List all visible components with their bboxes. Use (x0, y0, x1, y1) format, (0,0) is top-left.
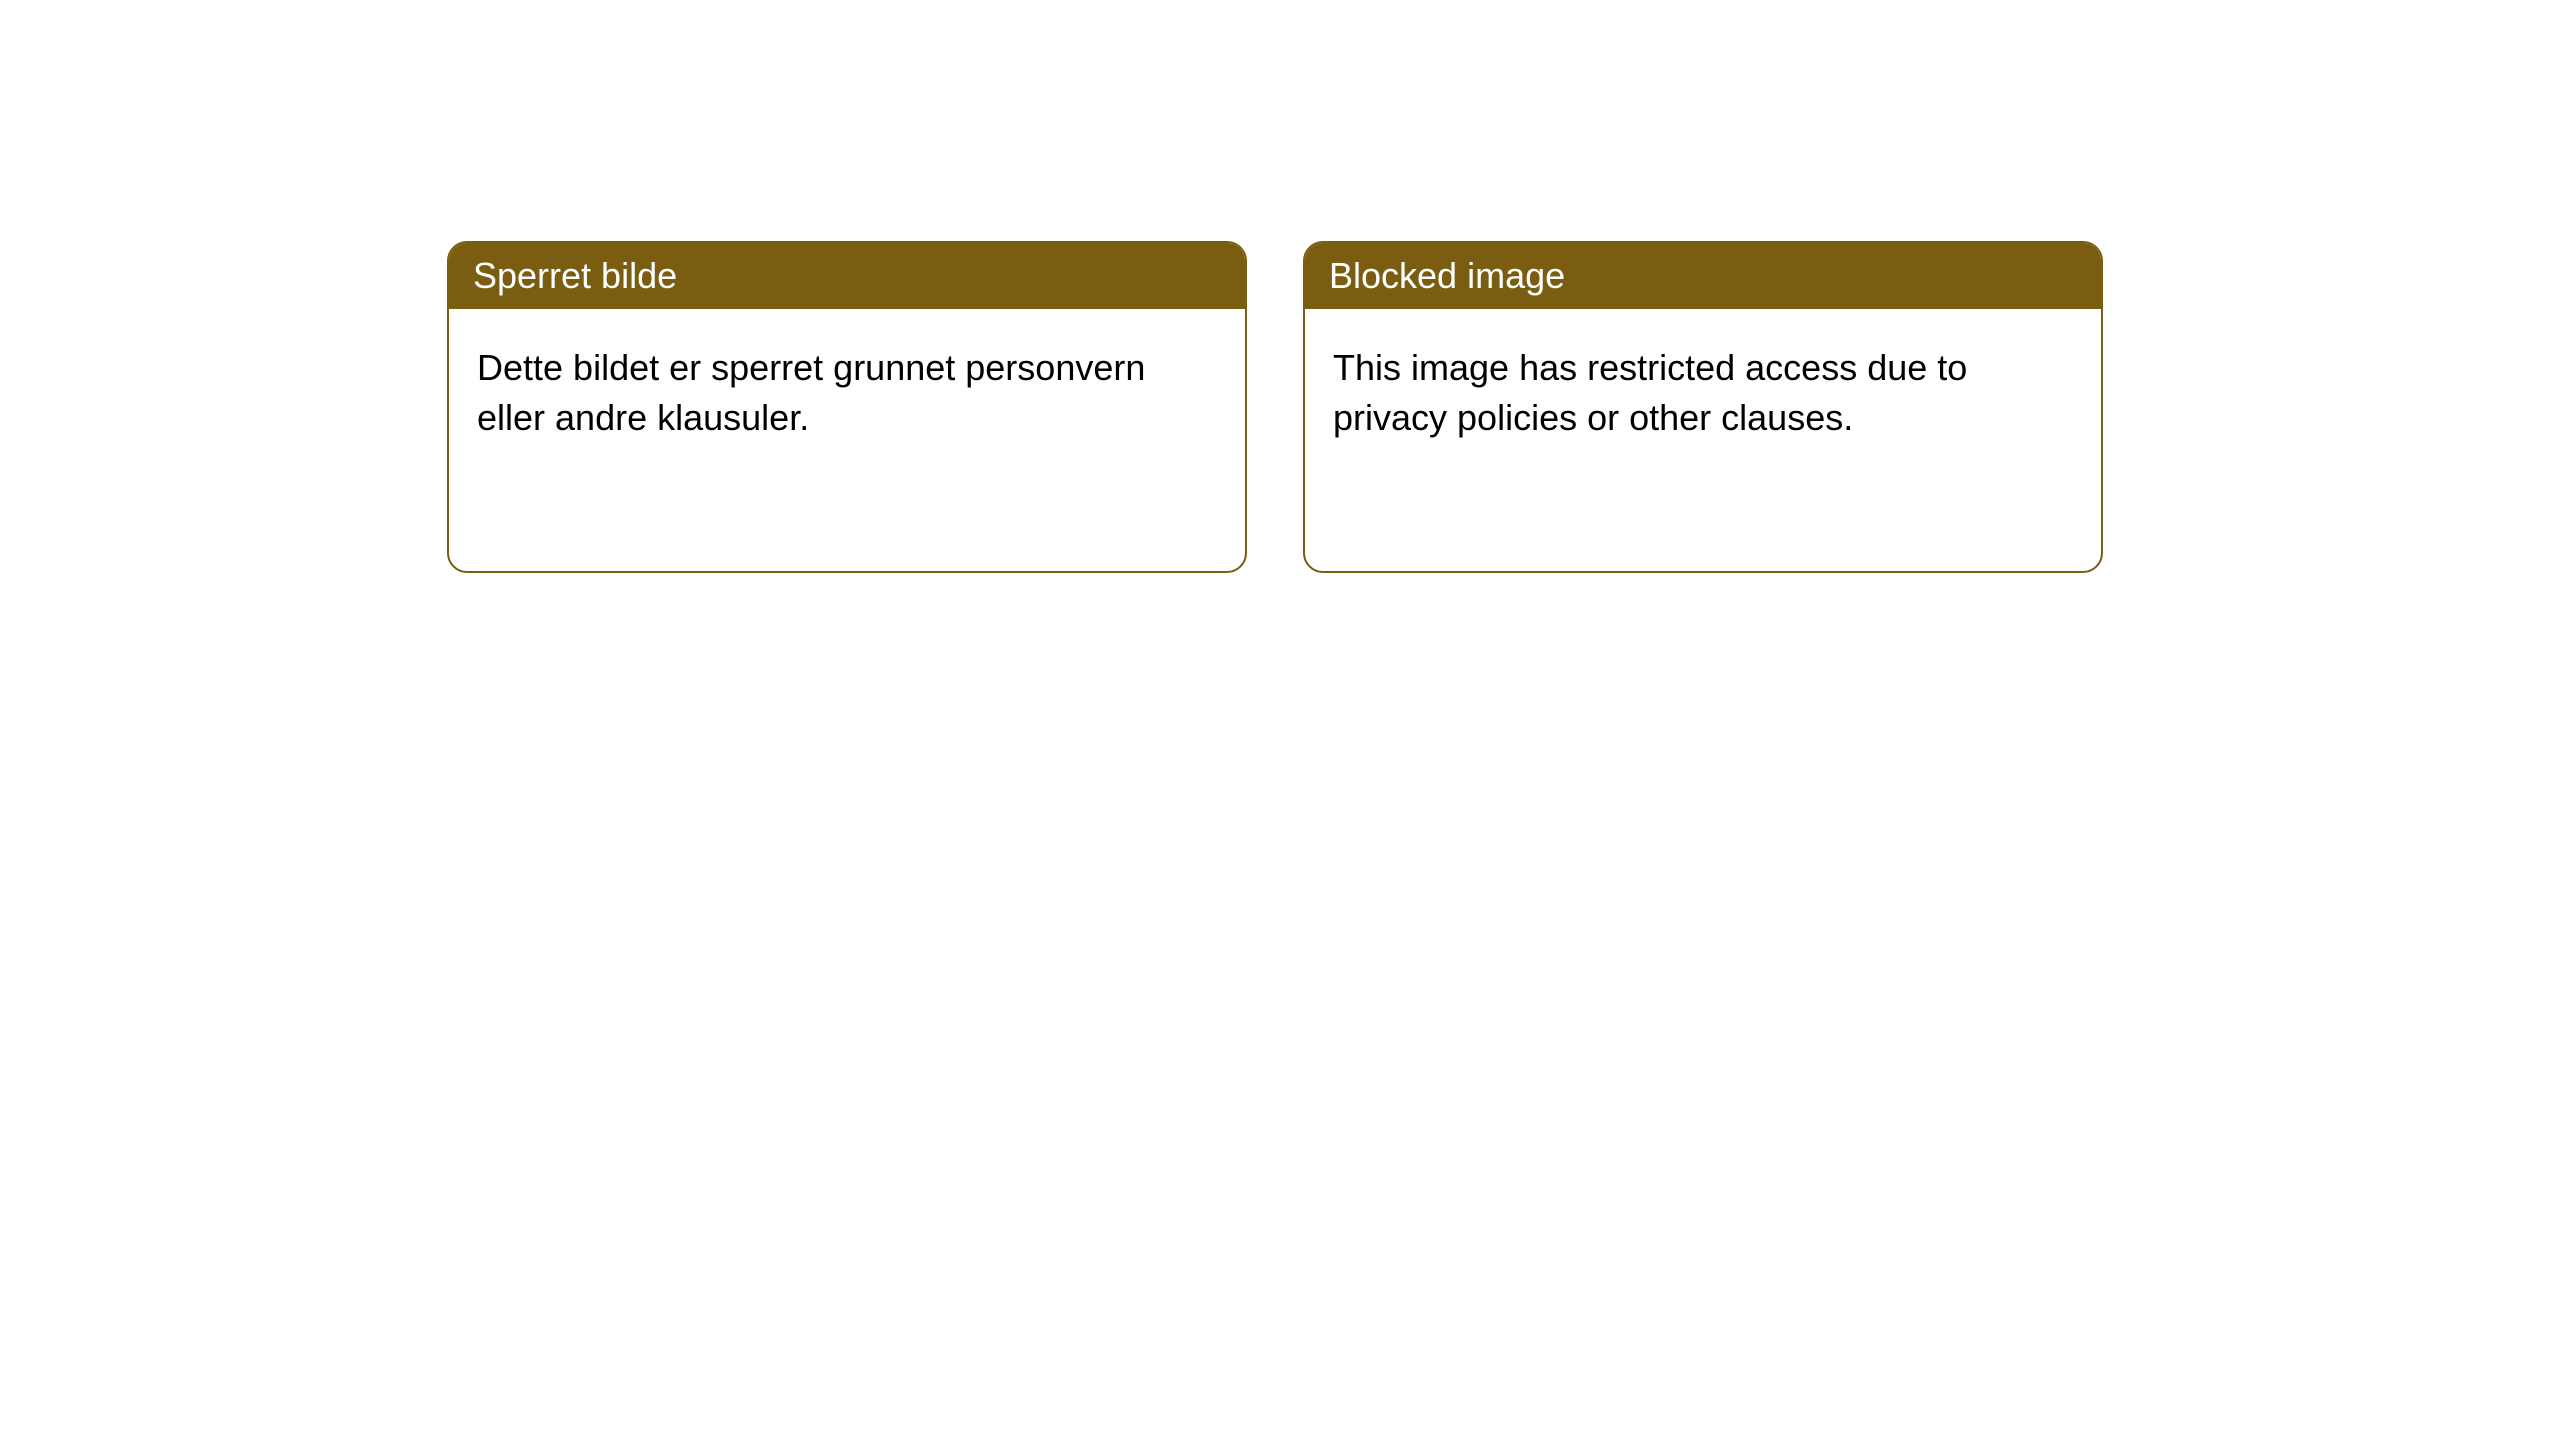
card-body: This image has restricted access due to … (1305, 309, 2101, 478)
card-body: Dette bildet er sperret grunnet personve… (449, 309, 1245, 478)
card-body-text: Dette bildet er sperret grunnet personve… (477, 347, 1145, 438)
blocked-image-card-no: Sperret bilde Dette bildet er sperret gr… (447, 241, 1247, 573)
card-body-text: This image has restricted access due to … (1333, 347, 1967, 438)
card-header: Blocked image (1305, 243, 2101, 309)
card-title: Blocked image (1329, 255, 1565, 296)
card-header: Sperret bilde (449, 243, 1245, 309)
card-title: Sperret bilde (473, 255, 677, 296)
cards-container: Sperret bilde Dette bildet er sperret gr… (447, 241, 2103, 573)
blocked-image-card-en: Blocked image This image has restricted … (1303, 241, 2103, 573)
